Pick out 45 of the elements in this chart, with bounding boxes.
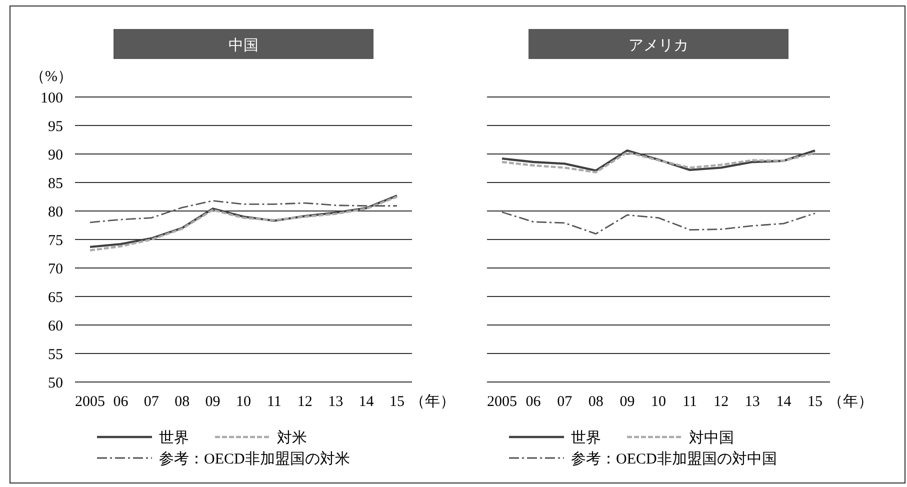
x-tick-label: 14 — [776, 394, 792, 410]
y-tick-label: 90 — [48, 147, 63, 164]
x-tick-label: 2005 — [487, 394, 517, 410]
y-tick-label: 50 — [48, 375, 63, 392]
x-tick-label: 2005 — [75, 394, 105, 410]
x-tick-label: 13 — [744, 394, 760, 410]
x-tick-label: 09 — [620, 394, 635, 410]
legend-label: 対米 — [277, 429, 307, 446]
x-tick-label: 15 — [390, 394, 404, 410]
y-axis-title: （%） — [30, 69, 72, 85]
legend-label: 参考：OECD非加盟国の対米 — [159, 450, 350, 468]
chart-title: 中国 — [228, 37, 258, 54]
x-tick-label: 10 — [651, 394, 666, 410]
x-tick-label: 06 — [113, 394, 129, 410]
x-axis-title: （年） — [828, 393, 873, 410]
line-series — [89, 200, 398, 224]
legend-label: 世界 — [159, 429, 189, 446]
x-tick-label: 08 — [588, 394, 604, 410]
y-tick-label: 70 — [48, 261, 63, 278]
legend-label: 対中国 — [689, 429, 734, 446]
x-tick-label: 06 — [526, 394, 542, 410]
x-tick-label: 07 — [557, 394, 573, 410]
y-tick-label: 85 — [48, 176, 63, 192]
y-tick-label: 80 — [48, 204, 63, 220]
x-tick-label: 14 — [358, 394, 374, 410]
chart-title: アメリカ — [628, 38, 688, 54]
x-tick-label: 08 — [174, 394, 190, 410]
y-tick-label: 65 — [48, 290, 63, 306]
y-tick-label: 60 — [48, 318, 63, 334]
legend-label: 参考：OECD非加盟国の対中国 — [571, 450, 777, 468]
y-tick-label: 75 — [48, 232, 63, 249]
x-tick-label: 15 — [808, 394, 822, 410]
x-tick-label: 12 — [297, 394, 312, 410]
legend-label: 世界 — [571, 429, 601, 446]
y-tick-label: 100 — [40, 90, 63, 106]
x-tick-label: 10 — [236, 394, 251, 410]
x-tick-label: 12 — [714, 394, 729, 410]
x-tick-label: 11 — [266, 394, 282, 410]
x-tick-label: 13 — [328, 394, 344, 410]
y-tick-label: 55 — [48, 346, 63, 363]
y-tick-label: 95 — [48, 118, 63, 135]
x-tick-label: 09 — [205, 394, 220, 410]
x-tick-label: 11 — [682, 394, 698, 410]
x-axis-title: （年） — [410, 393, 455, 410]
x-tick-label: 07 — [144, 394, 160, 410]
